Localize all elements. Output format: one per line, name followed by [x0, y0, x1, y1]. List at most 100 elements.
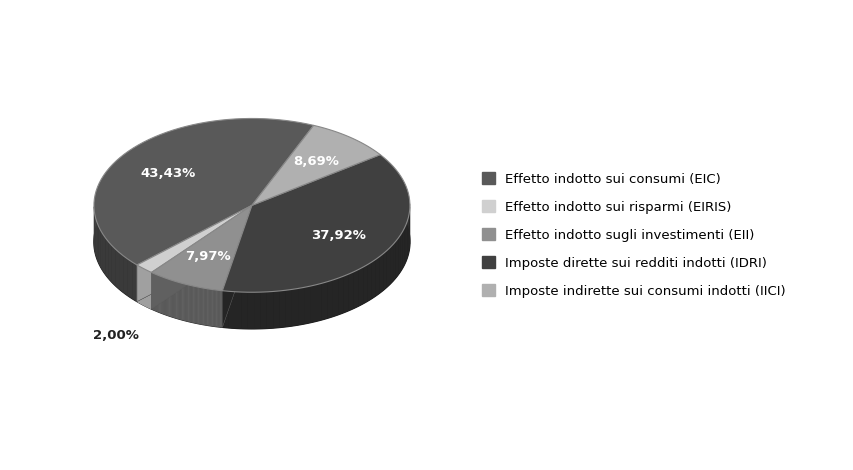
- Polygon shape: [247, 292, 254, 329]
- Polygon shape: [203, 288, 204, 325]
- Polygon shape: [367, 262, 371, 301]
- Polygon shape: [229, 291, 235, 329]
- Polygon shape: [127, 259, 132, 298]
- Polygon shape: [279, 290, 286, 328]
- Polygon shape: [189, 285, 190, 322]
- Polygon shape: [310, 285, 316, 323]
- Polygon shape: [219, 290, 221, 327]
- Polygon shape: [371, 259, 375, 298]
- Polygon shape: [380, 253, 383, 293]
- Polygon shape: [405, 221, 407, 261]
- Polygon shape: [266, 291, 273, 329]
- Polygon shape: [99, 227, 101, 267]
- Polygon shape: [222, 291, 229, 328]
- Polygon shape: [95, 215, 96, 255]
- Polygon shape: [132, 262, 136, 302]
- Polygon shape: [169, 279, 170, 316]
- Polygon shape: [123, 256, 127, 296]
- Polygon shape: [94, 155, 409, 329]
- Polygon shape: [217, 290, 218, 327]
- Polygon shape: [222, 155, 409, 292]
- Polygon shape: [254, 292, 260, 329]
- Polygon shape: [184, 284, 185, 321]
- Polygon shape: [375, 257, 380, 296]
- Polygon shape: [193, 286, 194, 323]
- Polygon shape: [286, 290, 292, 327]
- Polygon shape: [176, 282, 177, 319]
- Legend: Effetto indotto sui consumi (EIC), Effetto indotto sui risparmi (EIRIS), Effetto: Effetto indotto sui consumi (EIC), Effet…: [476, 167, 790, 303]
- Polygon shape: [153, 273, 154, 310]
- Text: 8,69%: 8,69%: [293, 155, 339, 168]
- Polygon shape: [136, 205, 252, 273]
- Polygon shape: [316, 283, 322, 321]
- Polygon shape: [241, 292, 247, 329]
- Polygon shape: [185, 284, 187, 321]
- Polygon shape: [304, 286, 310, 324]
- Polygon shape: [208, 289, 209, 326]
- Text: 2,00%: 2,00%: [93, 329, 138, 342]
- Polygon shape: [348, 272, 353, 311]
- Polygon shape: [97, 223, 99, 263]
- Polygon shape: [170, 280, 171, 317]
- Polygon shape: [154, 274, 155, 311]
- Polygon shape: [218, 290, 219, 327]
- Polygon shape: [112, 245, 115, 285]
- Polygon shape: [201, 288, 203, 325]
- Polygon shape: [188, 285, 189, 321]
- Polygon shape: [209, 289, 211, 326]
- Polygon shape: [96, 219, 97, 259]
- Text: 7,97%: 7,97%: [185, 250, 231, 263]
- Polygon shape: [363, 265, 367, 304]
- Polygon shape: [292, 289, 298, 326]
- Polygon shape: [196, 287, 198, 323]
- Polygon shape: [252, 125, 380, 205]
- Polygon shape: [204, 288, 206, 325]
- Polygon shape: [151, 205, 252, 309]
- Polygon shape: [222, 205, 252, 327]
- Polygon shape: [214, 290, 216, 327]
- Polygon shape: [158, 275, 159, 312]
- Polygon shape: [190, 285, 191, 322]
- Polygon shape: [161, 276, 162, 313]
- Polygon shape: [400, 231, 402, 271]
- Polygon shape: [343, 274, 348, 313]
- Polygon shape: [338, 276, 343, 315]
- Polygon shape: [211, 289, 212, 326]
- Polygon shape: [222, 205, 252, 327]
- Polygon shape: [160, 276, 161, 313]
- Polygon shape: [187, 284, 188, 321]
- Polygon shape: [235, 292, 241, 329]
- Polygon shape: [390, 244, 392, 284]
- Polygon shape: [383, 251, 386, 290]
- Polygon shape: [333, 278, 338, 316]
- Polygon shape: [159, 275, 160, 313]
- Polygon shape: [273, 291, 279, 328]
- Polygon shape: [198, 287, 199, 324]
- Polygon shape: [119, 252, 123, 292]
- Polygon shape: [181, 283, 182, 320]
- Polygon shape: [397, 235, 400, 274]
- Polygon shape: [358, 267, 363, 306]
- Polygon shape: [298, 287, 304, 325]
- Text: 43,43%: 43,43%: [140, 166, 195, 180]
- Polygon shape: [166, 279, 167, 315]
- Polygon shape: [94, 118, 313, 265]
- Polygon shape: [165, 278, 166, 315]
- Polygon shape: [200, 288, 201, 324]
- Polygon shape: [194, 286, 195, 323]
- Polygon shape: [191, 286, 193, 322]
- Polygon shape: [151, 205, 252, 309]
- Polygon shape: [171, 280, 172, 317]
- Polygon shape: [157, 275, 158, 312]
- Polygon shape: [404, 225, 405, 265]
- Polygon shape: [136, 205, 252, 302]
- Polygon shape: [175, 281, 176, 318]
- Polygon shape: [212, 290, 213, 326]
- Polygon shape: [199, 287, 200, 324]
- Polygon shape: [195, 287, 196, 323]
- Polygon shape: [106, 238, 108, 278]
- Polygon shape: [327, 280, 333, 318]
- Polygon shape: [392, 241, 395, 281]
- Polygon shape: [151, 273, 153, 309]
- Text: 37,92%: 37,92%: [310, 229, 366, 242]
